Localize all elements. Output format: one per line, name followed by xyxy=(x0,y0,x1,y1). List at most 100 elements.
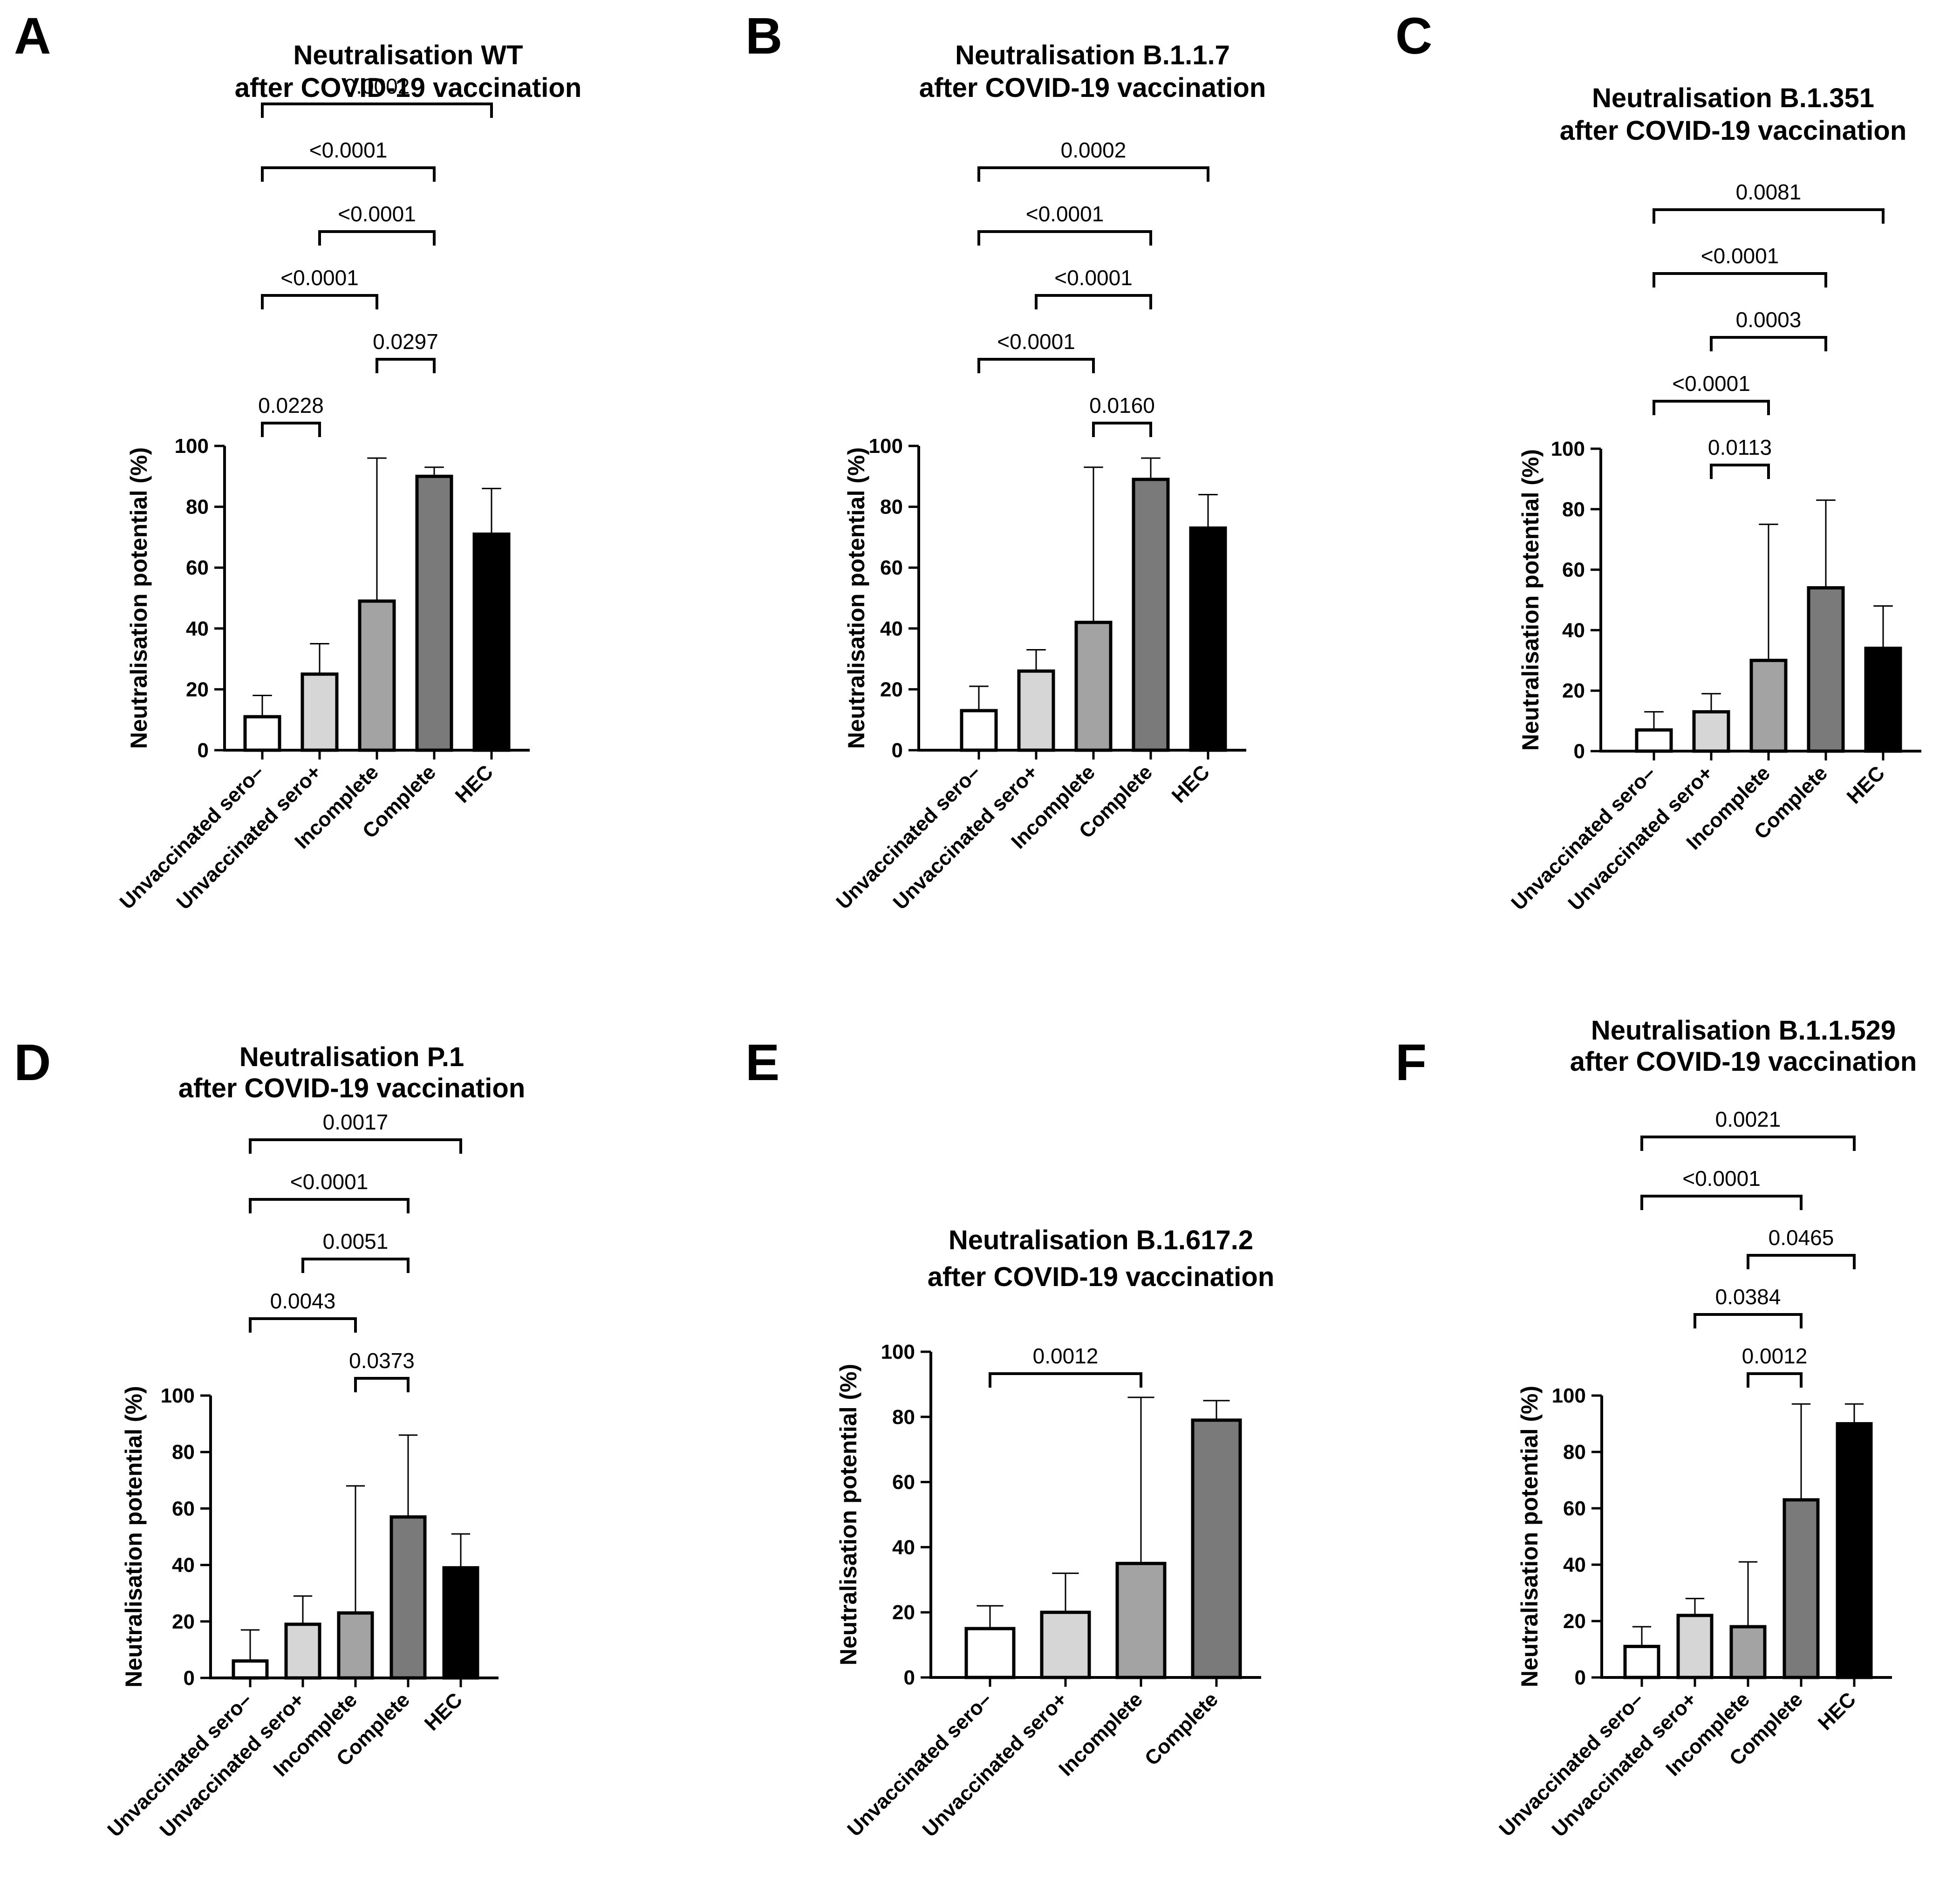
significance-bracket xyxy=(376,358,436,373)
p-value-label: <0.0001 xyxy=(997,329,1075,354)
x-tick-label: HEC xyxy=(1843,761,1889,808)
p-value-label: 0.0012 xyxy=(1742,1344,1808,1368)
p-value-label: 0.0384 xyxy=(1715,1285,1781,1309)
chart-subtitle: after COVID-19 vaccination xyxy=(235,73,582,103)
significance-bracket xyxy=(261,422,321,437)
y-axis-label: Neutralisation potential (%) xyxy=(121,1386,147,1687)
significance-bracket xyxy=(1653,400,1770,415)
panel-letter: A xyxy=(14,7,51,65)
y-tick-label: 80 xyxy=(186,496,209,519)
y-tick-label: 40 xyxy=(1563,1554,1586,1576)
bar-unvaccinated-sero- xyxy=(243,715,281,752)
significance-bracket xyxy=(1747,1372,1803,1388)
y-tick-label: 20 xyxy=(892,1601,915,1624)
bar-complete xyxy=(1191,1418,1242,1679)
y-tick-label: 40 xyxy=(892,1536,915,1559)
panel-letter: B xyxy=(745,7,782,65)
y-tick-label: 100 xyxy=(869,435,903,458)
significance-bracket xyxy=(1640,1136,1856,1151)
y-tick-label: 0 xyxy=(1574,740,1585,763)
p-value-label: 0.0002 xyxy=(344,74,410,98)
chart-title: Neutralisation P.1 xyxy=(239,1042,464,1072)
p-value-label: <0.0001 xyxy=(1672,371,1750,396)
significance-bracket xyxy=(249,1317,357,1333)
bar-unvaccinated-sero- xyxy=(284,1622,321,1680)
bar-unvaccinated-sero- xyxy=(300,672,339,752)
y-tick-label: 40 xyxy=(172,1554,195,1577)
y-tick-label: 80 xyxy=(880,496,903,519)
p-value-label: <0.0001 xyxy=(1026,202,1104,226)
p-value-label: <0.0001 xyxy=(1054,266,1133,290)
significance-bracket xyxy=(977,358,1095,373)
p-value-label: 0.0043 xyxy=(270,1289,336,1313)
bar-unvaccinated-sero- xyxy=(1017,669,1055,752)
p-value-label: 0.0002 xyxy=(1061,138,1127,162)
chart-title: Neutralisation B.1.1.7 xyxy=(955,40,1230,70)
significance-bracket xyxy=(261,294,378,309)
y-tick-label: 40 xyxy=(1562,619,1585,642)
bar-complete xyxy=(1132,478,1170,752)
significance-bracket xyxy=(989,1372,1142,1388)
significance-bracket xyxy=(261,166,436,182)
bar-unvaccinated-sero- xyxy=(1676,1614,1714,1679)
p-value-label: <0.0001 xyxy=(290,1170,369,1194)
x-tick-label: HEC xyxy=(1814,1688,1860,1734)
bar-incomplete xyxy=(1729,1625,1767,1679)
bar-incomplete xyxy=(1074,621,1113,752)
y-tick-label: 0 xyxy=(892,739,903,762)
y-tick-label: 100 xyxy=(1551,438,1585,460)
y-axis-label: Neutralisation potential (%) xyxy=(843,447,869,749)
y-tick-label: 80 xyxy=(1562,498,1585,521)
chart-subtitle: after COVID-19 vaccination xyxy=(1570,1047,1917,1077)
significance-bracket xyxy=(354,1377,410,1392)
y-tick-label: 60 xyxy=(880,556,903,579)
bar-complete xyxy=(1807,586,1845,753)
y-tick-label: 60 xyxy=(172,1497,195,1520)
p-value-label: 0.0012 xyxy=(1033,1344,1099,1368)
significance-bracket xyxy=(301,1258,410,1273)
y-tick-label: 0 xyxy=(904,1666,915,1689)
bar-unvaccinated-sero- xyxy=(1623,1644,1660,1679)
y-tick-label: 60 xyxy=(892,1471,915,1494)
bar-unvaccinated-sero- xyxy=(964,1627,1016,1679)
y-tick-label: 40 xyxy=(880,617,903,640)
chart-title: Neutralisation B.1.1.529 xyxy=(1591,1015,1896,1046)
bar-unvaccinated-sero- xyxy=(1635,728,1673,753)
bar-unvaccinated-sero- xyxy=(1692,710,1730,753)
x-tick-label: HEC xyxy=(1168,760,1214,807)
significance-bracket xyxy=(1640,1195,1803,1210)
chart-title: Neutralisation B.1.617.2 xyxy=(949,1225,1253,1255)
y-tick-label: 80 xyxy=(172,1441,195,1464)
p-value-label: 0.0003 xyxy=(1736,308,1802,332)
y-axis-label: Neutralisation potential (%) xyxy=(1517,449,1543,751)
significance-bracket xyxy=(1035,294,1152,309)
p-value-label: 0.0021 xyxy=(1715,1107,1781,1131)
y-axis-label: Neutralisation potential (%) xyxy=(126,447,152,749)
bar-hec xyxy=(442,1566,479,1680)
y-axis-label: Neutralisation potential (%) xyxy=(835,1364,861,1665)
significance-bracket xyxy=(977,166,1209,182)
bar-hec xyxy=(1189,526,1227,752)
y-tick-label: 100 xyxy=(175,435,209,458)
x-tick-label: Complete xyxy=(1140,1688,1222,1770)
significance-bracket xyxy=(1747,1254,1856,1269)
p-value-label: <0.0001 xyxy=(280,266,359,290)
p-value-label: 0.0160 xyxy=(1089,393,1155,417)
bar-hec xyxy=(1864,646,1902,753)
p-value-label: <0.0001 xyxy=(1701,244,1779,268)
y-tick-label: 100 xyxy=(161,1384,195,1407)
y-tick-label: 60 xyxy=(1563,1497,1586,1520)
y-tick-label: 60 xyxy=(186,556,209,579)
p-value-label: <0.0001 xyxy=(309,138,388,162)
p-value-label: 0.0017 xyxy=(323,1110,389,1134)
panel-letter: E xyxy=(745,1034,779,1091)
significance-bracket xyxy=(318,230,436,246)
p-value-label: 0.0081 xyxy=(1736,180,1802,204)
p-value-label: <0.0001 xyxy=(1682,1166,1761,1191)
significance-bracket xyxy=(1653,208,1885,224)
significance-bracket xyxy=(977,230,1152,246)
